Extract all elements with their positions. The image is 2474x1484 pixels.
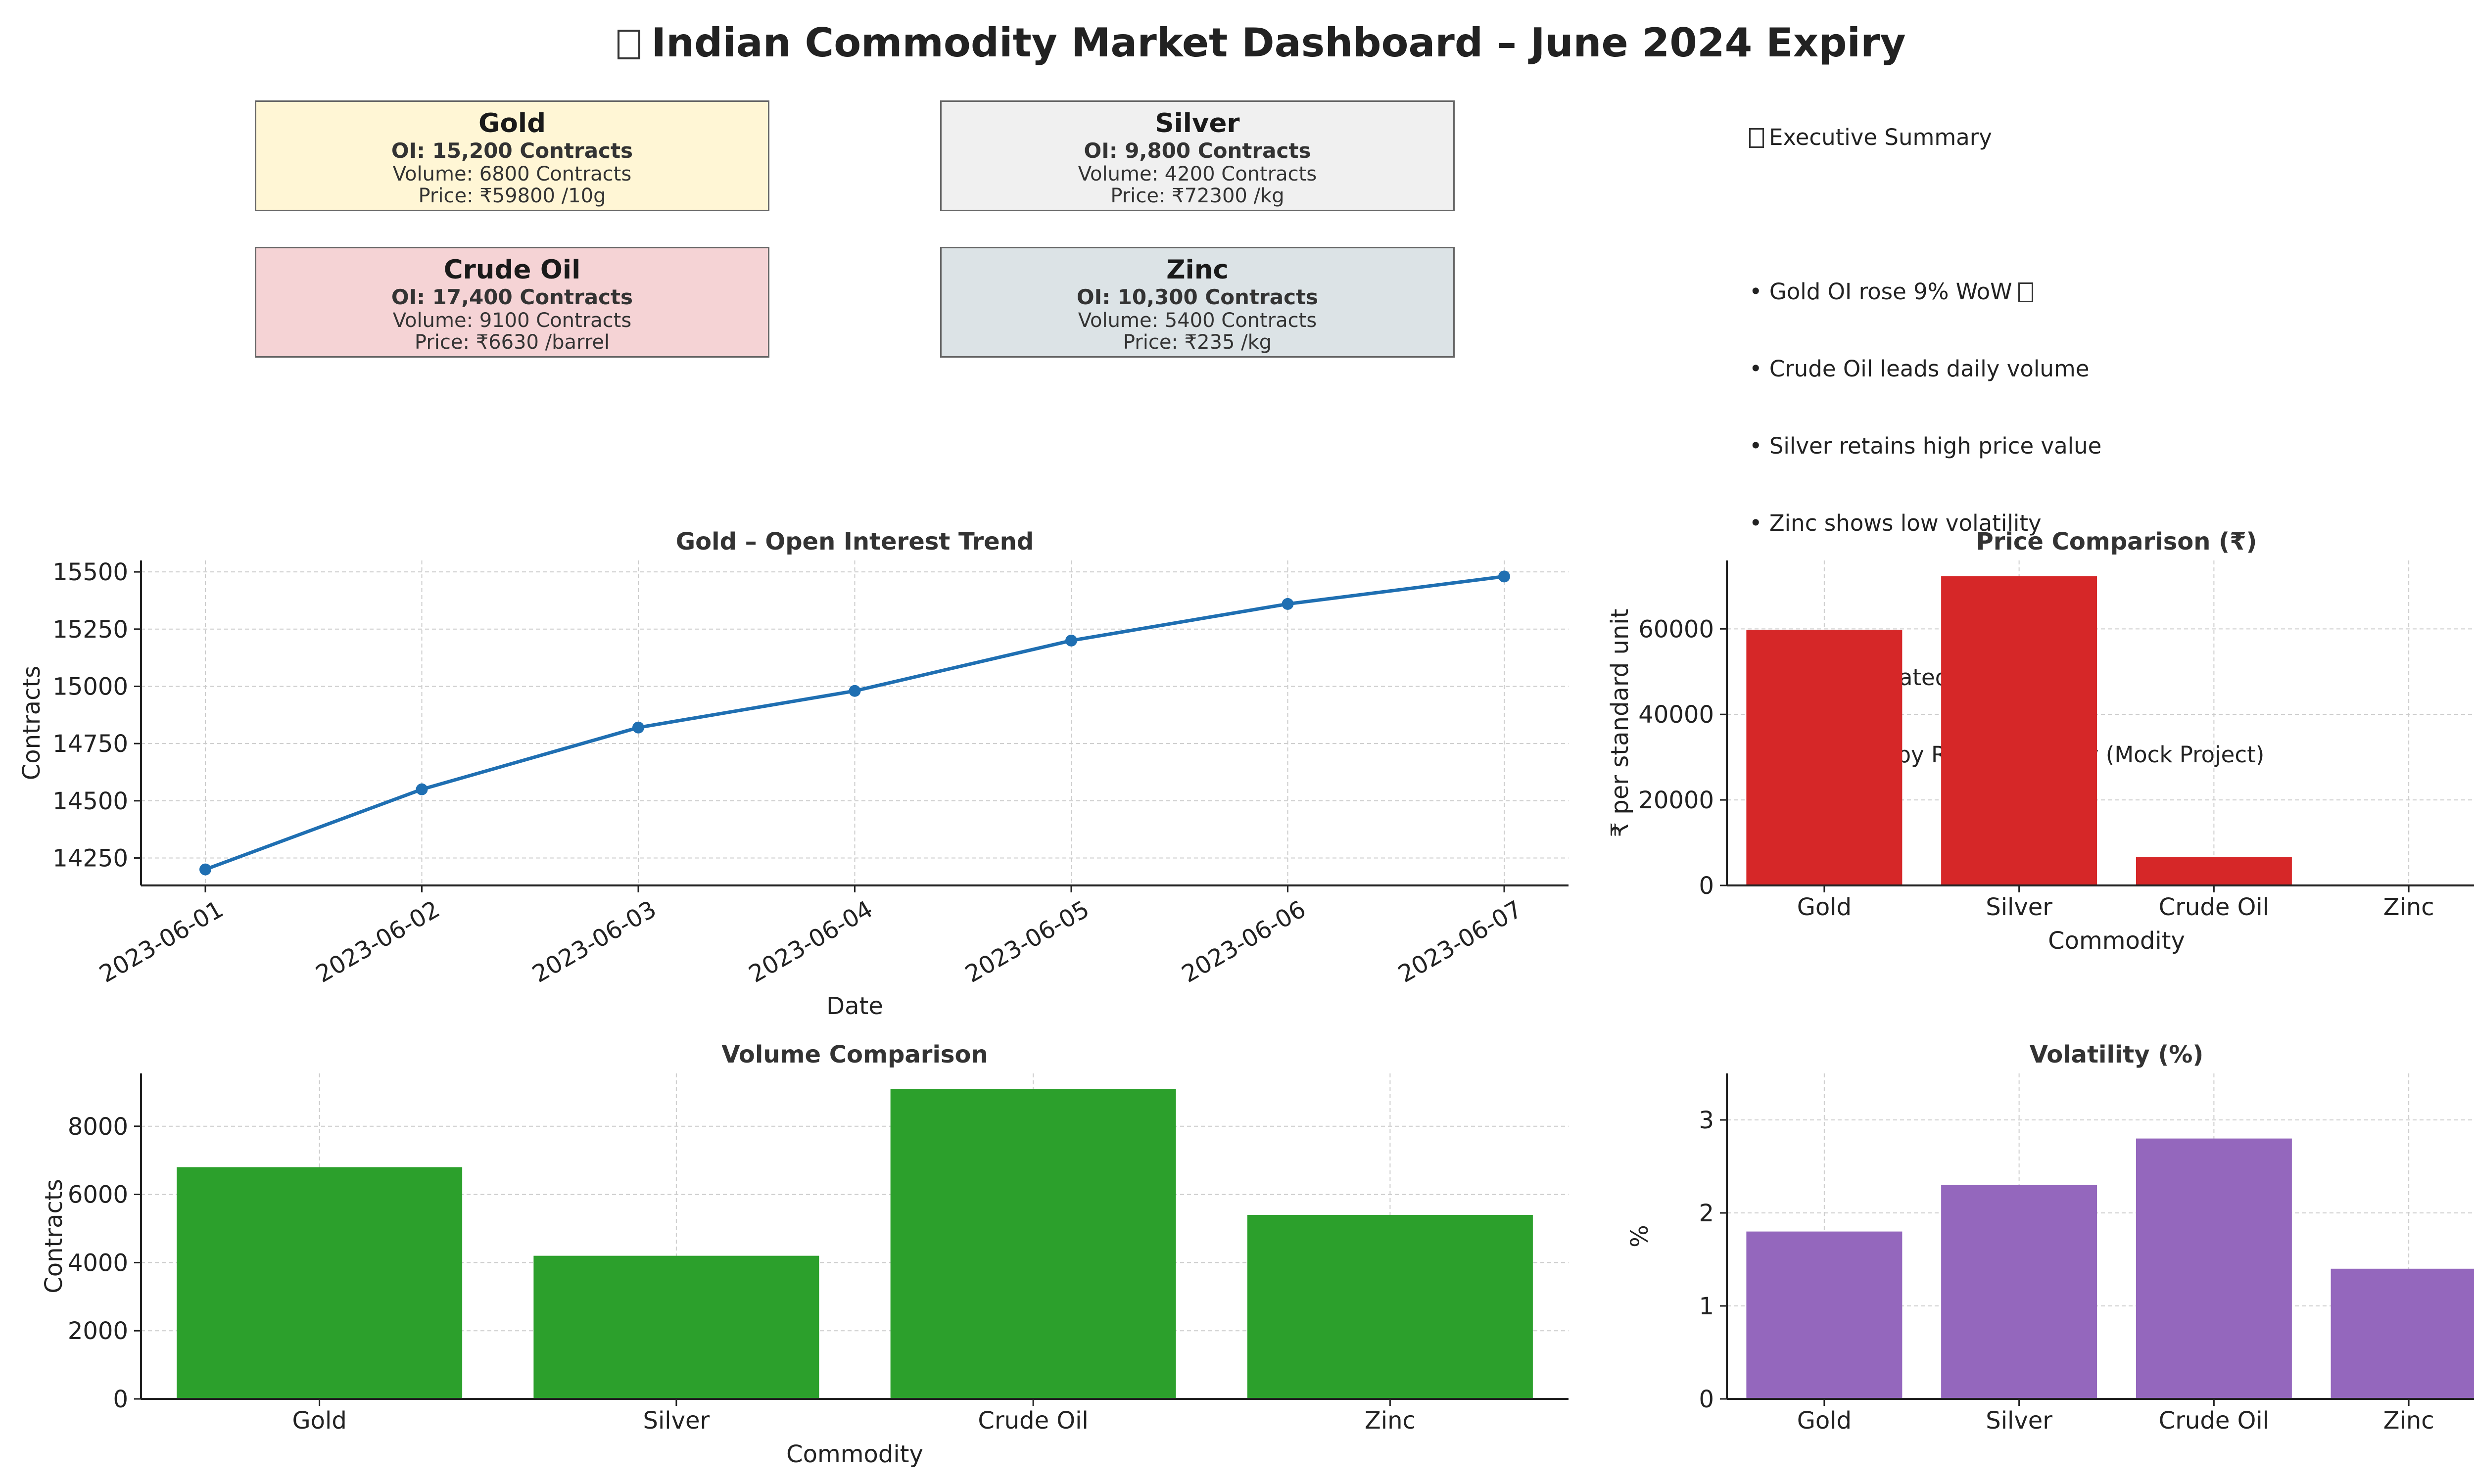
card-gold: Gold OI: 15,200 Contracts Volume: 6800 C… <box>255 100 769 211</box>
x-tick-label: Zinc <box>2383 893 2434 921</box>
x-tick-label: Silver <box>1986 1407 2052 1435</box>
card-price: Price: ₹6630 /barrel <box>414 331 610 354</box>
bar-silver <box>1941 576 2097 885</box>
y-tick-label: 14250 <box>52 844 128 872</box>
card-oi: OI: 10,300 Contracts <box>1076 285 1319 309</box>
bar-crude-oil <box>2136 1138 2292 1399</box>
x-tick-label: Gold <box>292 1407 346 1435</box>
bar-silver <box>1941 1185 2097 1399</box>
x-tick-label: 2023-06-07 <box>1393 895 1527 988</box>
y-tick-label: 8000 <box>68 1113 128 1141</box>
chart-title: Volatility (%) <box>2030 1041 2204 1068</box>
x-tick-label: Crude Oil <box>2159 893 2269 921</box>
summary-heading: Executive Summary <box>1769 124 1992 150</box>
y-tick-label: 20000 <box>1638 787 1714 814</box>
bar-crude-oil <box>890 1089 1176 1399</box>
y-tick-label: 14750 <box>52 730 128 758</box>
card-volume: Volume: 4200 Contracts <box>1078 163 1317 186</box>
y-tick-label: 0 <box>1699 872 1714 900</box>
data-point <box>416 783 428 795</box>
data-point <box>1282 598 1294 610</box>
x-tick-label: 2023-06-05 <box>960 895 1094 988</box>
x-tick-label: 2023-06-03 <box>527 895 661 988</box>
summary-bullet: • Silver retains high price value <box>1749 433 2102 459</box>
x-axis-label: Date <box>826 992 883 1020</box>
summary-bullet: • Zinc shows low volatility <box>1749 510 2042 536</box>
y-tick-label: 0 <box>113 1386 128 1413</box>
y-tick-label: 40000 <box>1638 701 1714 729</box>
card-name: Silver <box>1155 108 1240 139</box>
card-price: Price: ₹235 /kg <box>1123 331 1272 354</box>
y-tick-label: 2000 <box>68 1317 128 1345</box>
card-name: Zinc <box>1166 255 1229 285</box>
x-tick-label: Silver <box>643 1407 710 1435</box>
y-axis-label: % <box>1626 1225 1654 1248</box>
trend-up-icon <box>2018 282 2033 302</box>
x-tick-label: Crude Oil <box>978 1407 1088 1435</box>
card-crude-oil: Crude Oil OI: 17,400 Contracts Volume: 9… <box>255 247 769 358</box>
y-axis-label: Contracts <box>40 1179 68 1294</box>
card-oi: OI: 17,400 Contracts <box>391 285 633 309</box>
card-volume: Volume: 5400 Contracts <box>1078 309 1317 332</box>
chart-title: Price Comparison (₹) <box>1976 528 2257 556</box>
card-volume: Volume: 9100 Contracts <box>392 309 632 332</box>
x-tick-label: Silver <box>1986 893 2052 921</box>
card-volume: Volume: 6800 Contracts <box>392 163 632 186</box>
y-tick-label: 0 <box>1699 1386 1714 1413</box>
summary-bullet: • Gold OI rose 9% WoW <box>1749 278 2012 305</box>
bar-zinc <box>1247 1214 1533 1399</box>
clipboard-icon <box>1749 128 1764 148</box>
y-tick-label: 15500 <box>52 558 128 586</box>
card-oi: OI: 15,200 Contracts <box>391 139 633 163</box>
y-tick-label: 4000 <box>68 1249 128 1277</box>
y-axis-label: Contracts <box>18 666 46 781</box>
x-tick-label: 2023-06-06 <box>1177 895 1311 988</box>
chart-title: Volume Comparison <box>721 1041 988 1068</box>
y-tick-label: 60000 <box>1638 615 1714 643</box>
bar-gold <box>1746 1231 1903 1399</box>
y-tick-label: 15250 <box>52 616 128 644</box>
card-price: Price: ₹59800 /10g <box>418 185 606 207</box>
x-tick-label: Gold <box>1797 893 1852 921</box>
bar-zinc <box>2331 1268 2474 1399</box>
x-tick-label: Crude Oil <box>2159 1407 2269 1435</box>
x-tick-label: 2023-06-01 <box>95 895 228 988</box>
y-tick-label: 14500 <box>52 788 128 815</box>
data-point <box>1498 570 1510 583</box>
card-zinc: Zinc OI: 10,300 Contracts Volume: 5400 C… <box>940 247 1455 358</box>
bar-gold <box>177 1167 463 1399</box>
chart-icon <box>618 30 641 59</box>
card-name: Crude Oil <box>443 255 581 285</box>
y-tick-label: 3 <box>1699 1107 1714 1134</box>
y-tick-label: 15000 <box>52 673 128 700</box>
x-tick-label: 2023-06-02 <box>311 895 445 988</box>
summary-bullet: • Crude Oil leads daily volume <box>1749 356 2090 382</box>
y-axis-label: ₹ per standard unit <box>1606 609 1634 837</box>
y-tick-label: 2 <box>1699 1200 1714 1227</box>
y-tick-label: 6000 <box>68 1181 128 1209</box>
card-price: Price: ₹72300 /kg <box>1110 185 1285 207</box>
card-oi: OI: 9,800 Contracts <box>1084 139 1311 163</box>
chart-title: Gold – Open Interest Trend <box>676 528 1034 556</box>
data-point <box>1065 634 1077 647</box>
x-axis-label: Commodity <box>786 1440 923 1468</box>
x-tick-label: 2023-06-04 <box>744 895 878 988</box>
y-tick-label: 1 <box>1699 1293 1714 1320</box>
data-point <box>199 863 211 876</box>
dashboard-title: Indian Commodity Market Dashboard – June… <box>0 20 2474 66</box>
data-point <box>632 721 644 734</box>
bar-crude-oil <box>2136 857 2292 885</box>
x-tick-label: Gold <box>1797 1407 1852 1435</box>
data-point <box>849 685 861 697</box>
x-tick-label: Zinc <box>1365 1407 1416 1435</box>
bar-gold <box>1746 630 1903 885</box>
card-name: Gold <box>478 108 546 139</box>
x-tick-label: Zinc <box>2383 1407 2434 1435</box>
dashboard-title-text: Indian Commodity Market Dashboard – June… <box>651 20 1906 66</box>
x-axis-label: Commodity <box>2048 927 2185 955</box>
card-silver: Silver OI: 9,800 Contracts Volume: 4200 … <box>940 100 1455 211</box>
bar-silver <box>533 1255 819 1399</box>
